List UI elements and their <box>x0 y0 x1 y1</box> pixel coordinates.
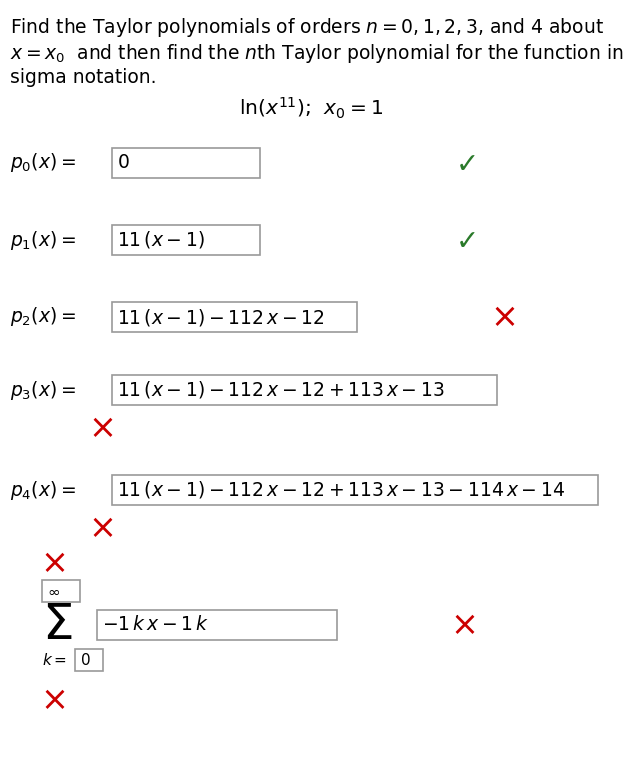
Bar <box>112 302 357 332</box>
Text: $p_0(x) = $: $p_0(x) = $ <box>10 152 76 175</box>
Text: sigma notation.: sigma notation. <box>10 68 156 87</box>
Text: $-1\,k\,x - 1\,k$: $-1\,k\,x - 1\,k$ <box>102 616 209 634</box>
Text: $\times$: $\times$ <box>450 608 475 641</box>
Text: $\Sigma$: $\Sigma$ <box>42 601 72 649</box>
Text: $11\,(x-1) - 112\,x - 12 + 113\,x - 13 - 114\,x - 14$: $11\,(x-1) - 112\,x - 12 + 113\,x - 13 -… <box>117 480 565 500</box>
Text: $11\,(x-1)$: $11\,(x-1)$ <box>117 230 205 250</box>
Text: $\infty$: $\infty$ <box>47 584 60 598</box>
Text: $p_3(x) = $: $p_3(x) = $ <box>10 378 76 401</box>
Text: $11\,(x-1) - 112\,x - 12$: $11\,(x-1) - 112\,x - 12$ <box>117 306 325 328</box>
Text: $11\,(x-1) - 112\,x - 12 + 113\,x - 13$: $11\,(x-1) - 112\,x - 12 + 113\,x - 13$ <box>117 379 445 401</box>
Text: $\mathrm{ln}\left(x^{11}\right)$;  $x_0 = 1$: $\mathrm{ln}\left(x^{11}\right)$; $x_0 =… <box>239 96 383 121</box>
Text: $p_4(x) = $: $p_4(x) = $ <box>10 479 76 502</box>
Text: Find the Taylor polynomials of orders $n = 0, 1, 2, 3$, and $4$ about: Find the Taylor polynomials of orders $n… <box>10 16 604 39</box>
Text: $\checkmark$: $\checkmark$ <box>455 226 475 254</box>
Bar <box>42 580 80 602</box>
Text: $\times$: $\times$ <box>490 300 515 333</box>
Text: $\times$: $\times$ <box>88 411 113 444</box>
Bar <box>112 475 598 505</box>
Text: $0$: $0$ <box>117 153 130 172</box>
Bar <box>97 610 337 640</box>
Bar <box>112 148 260 178</box>
Bar <box>75 649 103 671</box>
Text: $\checkmark$: $\checkmark$ <box>455 149 475 177</box>
Bar <box>112 225 260 255</box>
Text: $p_2(x) = $: $p_2(x) = $ <box>10 306 76 329</box>
Text: $p_1(x) = $: $p_1(x) = $ <box>10 228 76 251</box>
Text: $\times$: $\times$ <box>40 683 65 716</box>
Text: $0$: $0$ <box>80 652 90 668</box>
Text: $\times$: $\times$ <box>88 512 113 545</box>
Bar <box>112 375 497 405</box>
Text: $x = x_0$  and then find the $n$th Taylor polynomial for the function in: $x = x_0$ and then find the $n$th Taylor… <box>10 42 623 65</box>
Text: $\times$: $\times$ <box>40 546 65 580</box>
Text: $k = $: $k = $ <box>42 652 67 668</box>
